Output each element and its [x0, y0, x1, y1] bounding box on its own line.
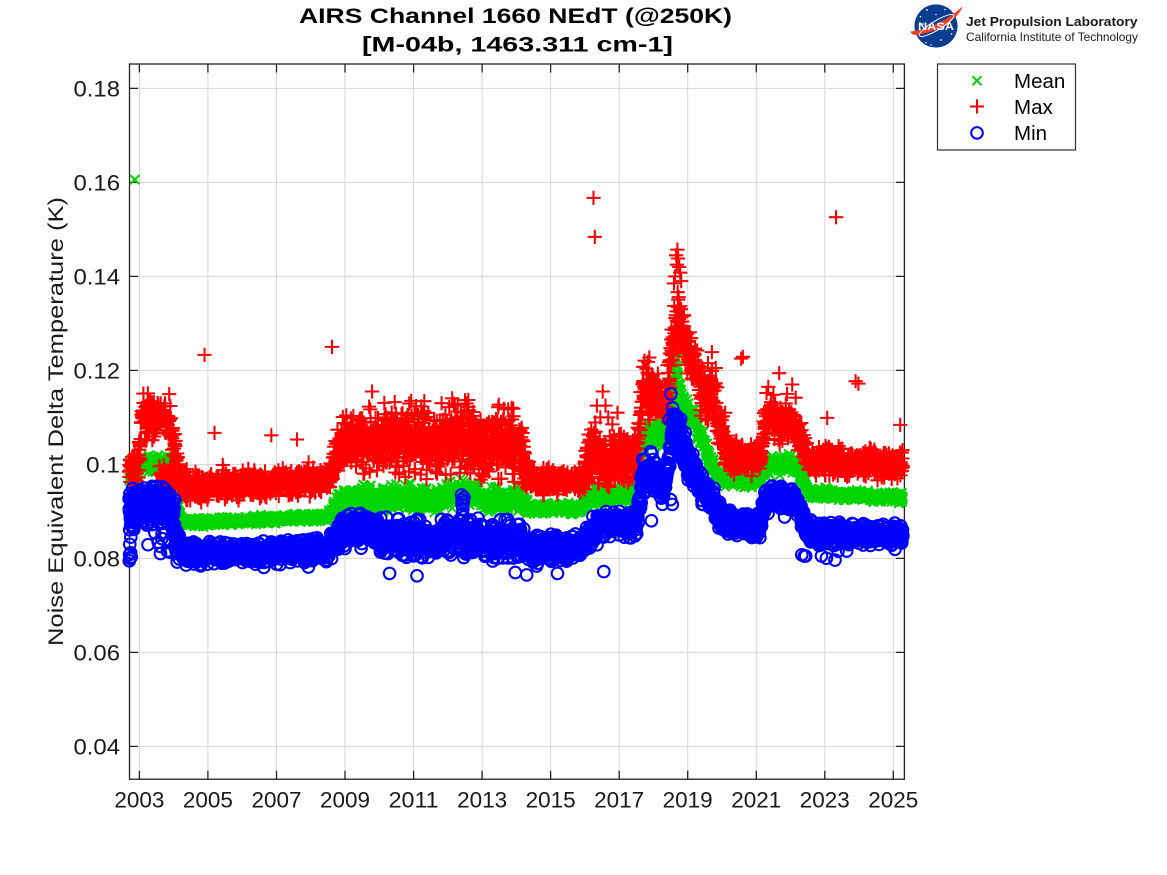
svg-text:2005: 2005 — [183, 788, 233, 813]
svg-text:2015: 2015 — [526, 788, 576, 813]
svg-text:Max: Max — [1014, 96, 1053, 119]
svg-text:2009: 2009 — [320, 788, 370, 813]
svg-text:0.04: 0.04 — [74, 734, 121, 759]
svg-text:0.14: 0.14 — [74, 264, 121, 289]
svg-text:NASA: NASA — [918, 21, 954, 33]
svg-text:0.16: 0.16 — [74, 170, 121, 195]
svg-text:Min: Min — [1014, 122, 1047, 145]
svg-text:2021: 2021 — [731, 788, 781, 813]
svg-text:Noise Equivalent Delta Tempera: Noise Equivalent Delta Temperature (K) — [45, 197, 68, 646]
svg-text:2017: 2017 — [594, 788, 644, 813]
svg-text:Mean: Mean — [1014, 70, 1065, 93]
svg-text:0.06: 0.06 — [74, 640, 121, 665]
svg-text:2011: 2011 — [389, 788, 439, 813]
svg-text:2023: 2023 — [800, 788, 850, 813]
svg-text:0.12: 0.12 — [74, 358, 121, 383]
svg-text:2003: 2003 — [114, 788, 164, 813]
svg-text:0.08: 0.08 — [74, 546, 121, 571]
svg-text:2013: 2013 — [457, 788, 507, 813]
svg-text:[M-04b, 1463.311 cm-1]: [M-04b, 1463.311 cm-1] — [362, 33, 673, 57]
svg-text:2019: 2019 — [663, 788, 713, 813]
svg-text:Jet Propulsion Laboratory: Jet Propulsion Laboratory — [966, 15, 1138, 29]
svg-text:0.1: 0.1 — [86, 452, 120, 477]
svg-text:AIRS Channel 1660 NEdT (@250K): AIRS Channel 1660 NEdT (@250K) — [299, 4, 732, 28]
svg-text:California Institute of Techno: California Institute of Technology — [966, 30, 1138, 44]
svg-text:2007: 2007 — [252, 788, 302, 813]
svg-text:0.18: 0.18 — [74, 76, 121, 101]
svg-text:2025: 2025 — [868, 788, 918, 813]
